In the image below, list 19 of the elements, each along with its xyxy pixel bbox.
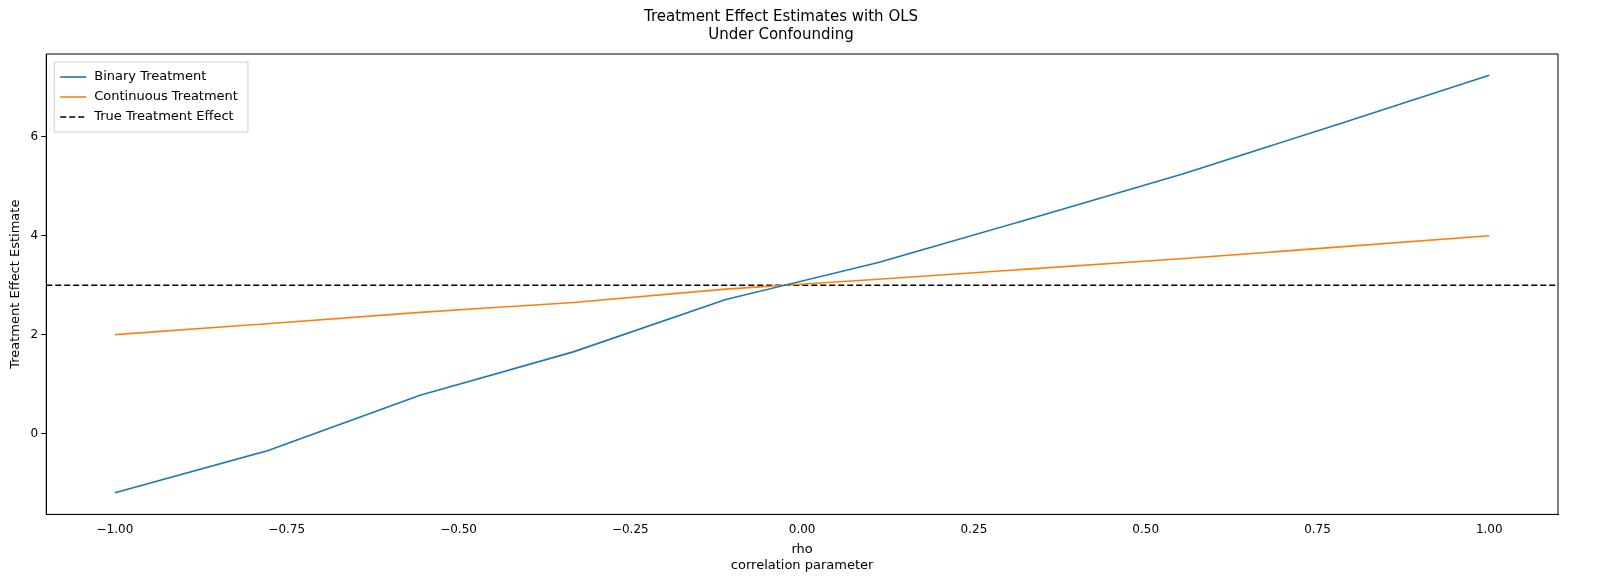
y-tick-label: 2 bbox=[30, 326, 39, 341]
chart-title: Treatment Effect Estimates with OLS Under Confounding bbox=[642, 6, 919, 43]
x-tick-label: 0.50 bbox=[1132, 521, 1160, 536]
x-tick-label: −0.50 bbox=[440, 521, 477, 536]
y-tick-label: 0 bbox=[30, 425, 39, 440]
x-tick-label: −0.75 bbox=[268, 521, 306, 536]
x-tick-label: 0.75 bbox=[1304, 521, 1331, 536]
x-tick-label: 0.25 bbox=[960, 521, 988, 536]
legend-label: Continuous Treatment bbox=[94, 88, 238, 104]
x-tick-label: 0.00 bbox=[788, 521, 816, 536]
x-tick-label: 1.00 bbox=[1475, 521, 1503, 536]
y-tick-label: 4 bbox=[30, 227, 39, 242]
x-tick-label: −1.00 bbox=[96, 521, 134, 536]
legend-label: True Treatment Effect bbox=[93, 108, 234, 124]
legend-label: Binary Treatment bbox=[94, 68, 207, 84]
y-axis-title: Treatment Effect Estimate bbox=[7, 199, 23, 370]
x-axis-title: rho correlation parameter bbox=[730, 540, 875, 572]
x-tick-label: −0.25 bbox=[611, 521, 649, 536]
y-tick-label: 6 bbox=[30, 129, 39, 144]
